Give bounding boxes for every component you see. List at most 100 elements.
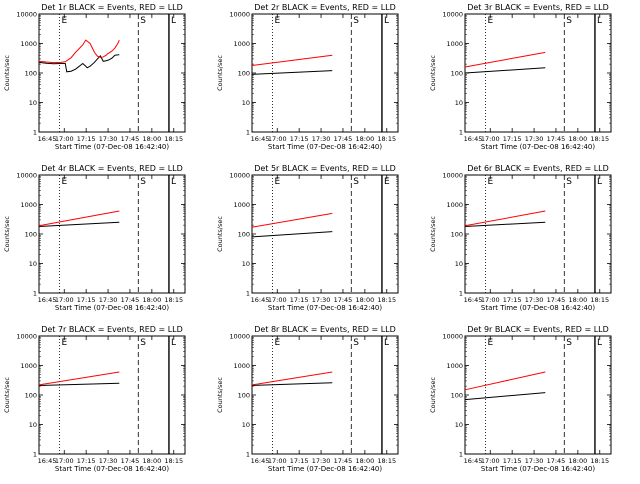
series-line-1 (464, 210, 546, 227)
marker-label: L (384, 338, 389, 348)
y-axis-label: Counts/sec (3, 55, 11, 91)
y-tick-label: 1 (33, 129, 37, 137)
x-tick-label: 18:15 (164, 457, 183, 465)
y-tick-label: 1 (246, 451, 250, 459)
chart-panel-3 (464, 13, 612, 133)
chart-title: Det 5r BLACK = Events, RED = LLD (254, 164, 396, 173)
x-tick-label: 17:45 (547, 296, 566, 304)
x-tick-label: 17:00 (55, 135, 74, 143)
x-tick-label: 17:15 (290, 457, 309, 465)
y-tick-label: 10 (29, 99, 37, 107)
x-axis-label: Start Time (07-Dec-08 16:42:40) (55, 143, 169, 151)
y-tick-label: 10000 (16, 333, 37, 341)
chart-title: Det 4r BLACK = Events, RED = LLD (41, 164, 183, 173)
chart-title: Det 1r BLACK = Events, RED = LLD (41, 3, 183, 12)
y-axis-label: Counts/sec (216, 216, 224, 252)
y-tick-label: 1000 (233, 40, 250, 48)
x-tick-label: 18:15 (164, 135, 183, 143)
y-tick-label: 100 (238, 392, 250, 400)
x-tick-label: 17:00 (268, 135, 287, 143)
y-tick-label: 1 (459, 290, 463, 298)
marker-label: E (384, 177, 390, 187)
x-tick-label: 16:45 (38, 457, 57, 465)
x-tick-label: 18:15 (590, 457, 609, 465)
y-tick-label: 10 (242, 421, 250, 429)
x-axis-label: Start Time (07-Dec-08 16:42:40) (481, 304, 595, 312)
x-tick-label: 17:15 (290, 135, 309, 143)
x-tick-label: 17:30 (99, 457, 118, 465)
y-tick-label: 10 (29, 260, 37, 268)
marker-label: E (274, 177, 280, 187)
y-tick-label: 1 (246, 129, 250, 137)
x-tick-label: 16:45 (464, 135, 483, 143)
marker-label: E (487, 338, 493, 348)
marker-label: L (171, 16, 176, 26)
x-tick-label: 17:30 (99, 296, 118, 304)
x-tick-label: 18:00 (142, 135, 161, 143)
series-line-0 (251, 70, 333, 75)
y-tick-label: 100 (451, 392, 463, 400)
series-line-1 (38, 371, 120, 386)
x-tick-label: 17:00 (55, 296, 74, 304)
chart-panel-1 (38, 13, 186, 133)
x-axis-label: Start Time (07-Dec-08 16:42:40) (268, 465, 382, 473)
series-line-1 (464, 371, 546, 391)
series-line-0 (464, 221, 546, 227)
series-line-0 (464, 392, 546, 401)
y-tick-label: 100 (451, 70, 463, 78)
marker-label: S (140, 16, 146, 26)
marker-label: L (597, 177, 602, 187)
x-tick-label: 17:15 (77, 457, 96, 465)
y-tick-label: 100 (451, 231, 463, 239)
marker-label: E (61, 16, 67, 26)
y-tick-label: 1000 (446, 362, 463, 370)
x-tick-label: 18:15 (377, 135, 396, 143)
x-tick-label: 18:15 (590, 296, 609, 304)
x-tick-label: 17:00 (481, 135, 500, 143)
plot-frame (464, 13, 612, 133)
x-tick-label: 17:00 (268, 457, 287, 465)
x-axis-label: Start Time (07-Dec-08 16:42:40) (55, 465, 169, 473)
series-line-1 (251, 212, 333, 228)
chart-panel-8 (251, 335, 399, 455)
y-tick-label: 100 (238, 70, 250, 78)
marker-label: L (597, 338, 602, 348)
y-axis-label: Counts/sec (429, 55, 437, 91)
chart-panel-7 (38, 335, 186, 455)
marker-label: L (384, 16, 389, 26)
plot-frame (251, 174, 399, 294)
x-tick-label: 18:00 (355, 135, 374, 143)
series-line-1 (464, 51, 546, 68)
series-line-1 (38, 39, 120, 64)
marker-label: S (566, 16, 572, 26)
marker-label: E (487, 177, 493, 187)
chart-panel-2 (251, 13, 399, 133)
x-tick-label: 17:00 (481, 457, 500, 465)
y-tick-label: 10 (455, 260, 463, 268)
x-tick-label: 16:45 (464, 457, 483, 465)
x-axis-label: Start Time (07-Dec-08 16:42:40) (481, 143, 595, 151)
x-tick-label: 17:45 (121, 135, 140, 143)
x-tick-label: 18:15 (377, 296, 396, 304)
x-tick-label: 17:45 (121, 457, 140, 465)
y-tick-label: 10000 (442, 11, 463, 19)
x-tick-label: 16:45 (38, 296, 57, 304)
y-axis-label: Counts/sec (3, 216, 11, 252)
y-tick-label: 100 (25, 70, 37, 78)
x-tick-label: 17:30 (312, 457, 331, 465)
chart-title: Det 3r BLACK = Events, RED = LLD (467, 3, 609, 12)
y-axis-label: Counts/sec (429, 377, 437, 413)
y-tick-label: 100 (25, 392, 37, 400)
chart-panel-9 (464, 335, 612, 455)
y-tick-label: 1 (33, 451, 37, 459)
x-tick-label: 17:45 (547, 457, 566, 465)
x-tick-label: 17:30 (525, 457, 544, 465)
x-tick-label: 16:45 (251, 135, 270, 143)
marker-label: S (140, 338, 146, 348)
chart-title: Det 2r BLACK = Events, RED = LLD (254, 3, 396, 12)
chart-panel-6 (464, 174, 612, 294)
chart-panel-5 (251, 174, 399, 294)
x-tick-label: 17:15 (290, 296, 309, 304)
chart-title: Det 7r BLACK = Events, RED = LLD (41, 325, 183, 334)
